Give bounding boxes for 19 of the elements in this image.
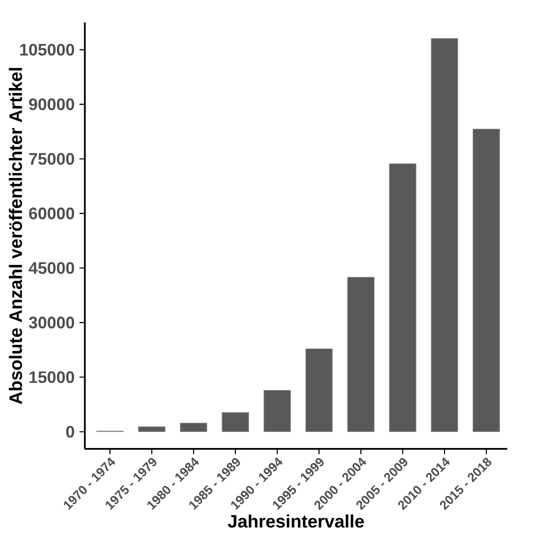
bar (430, 38, 458, 432)
y-tick-label: 30000 (28, 316, 74, 328)
bar (222, 412, 250, 432)
bar (180, 422, 208, 432)
y-tick-label: 60000 (29, 208, 74, 220)
y-tick-label: 90000 (29, 98, 74, 110)
y-tick-label: 75000 (29, 152, 74, 165)
y-tick-label: 0 (66, 426, 74, 438)
y-tick-label: 45000 (28, 262, 74, 274)
bar (347, 276, 375, 432)
bar (264, 390, 291, 432)
y-axis-title: Absolute Anzahl veröffentlichter Artikel (8, 68, 22, 404)
x-axis-title: Jahresintervalle (228, 514, 364, 528)
y-tick-label: 15000 (30, 371, 74, 384)
bar (472, 128, 500, 432)
bar (305, 348, 333, 432)
bar (389, 163, 416, 432)
y-tick-label: 105000 (20, 44, 74, 56)
bar (138, 426, 166, 432)
